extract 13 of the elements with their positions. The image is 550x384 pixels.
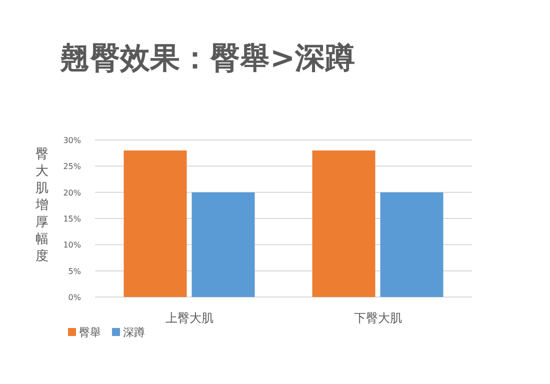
chart-title: 翹臀效果：臀舉>深蹲 <box>59 41 356 76</box>
y-tick-label: 0% <box>68 293 82 302</box>
y-tick-label: 30% <box>63 136 82 145</box>
y-axis-title: 臀大肌增厚幅度 <box>34 147 48 264</box>
y-tick-label: 15% <box>63 214 82 224</box>
legend-label: 臀舉 <box>79 326 101 339</box>
legend-label: 深蹲 <box>123 326 145 339</box>
x-tick-label: 下臀大肌 <box>354 311 402 325</box>
y-tick-label: 5% <box>68 266 82 276</box>
y-tick-label: 10% <box>63 240 82 250</box>
y-tick-label: 20% <box>63 188 82 198</box>
y-tick-label: 25% <box>63 162 82 172</box>
x-tick-label: 上臀大肌 <box>165 311 214 325</box>
